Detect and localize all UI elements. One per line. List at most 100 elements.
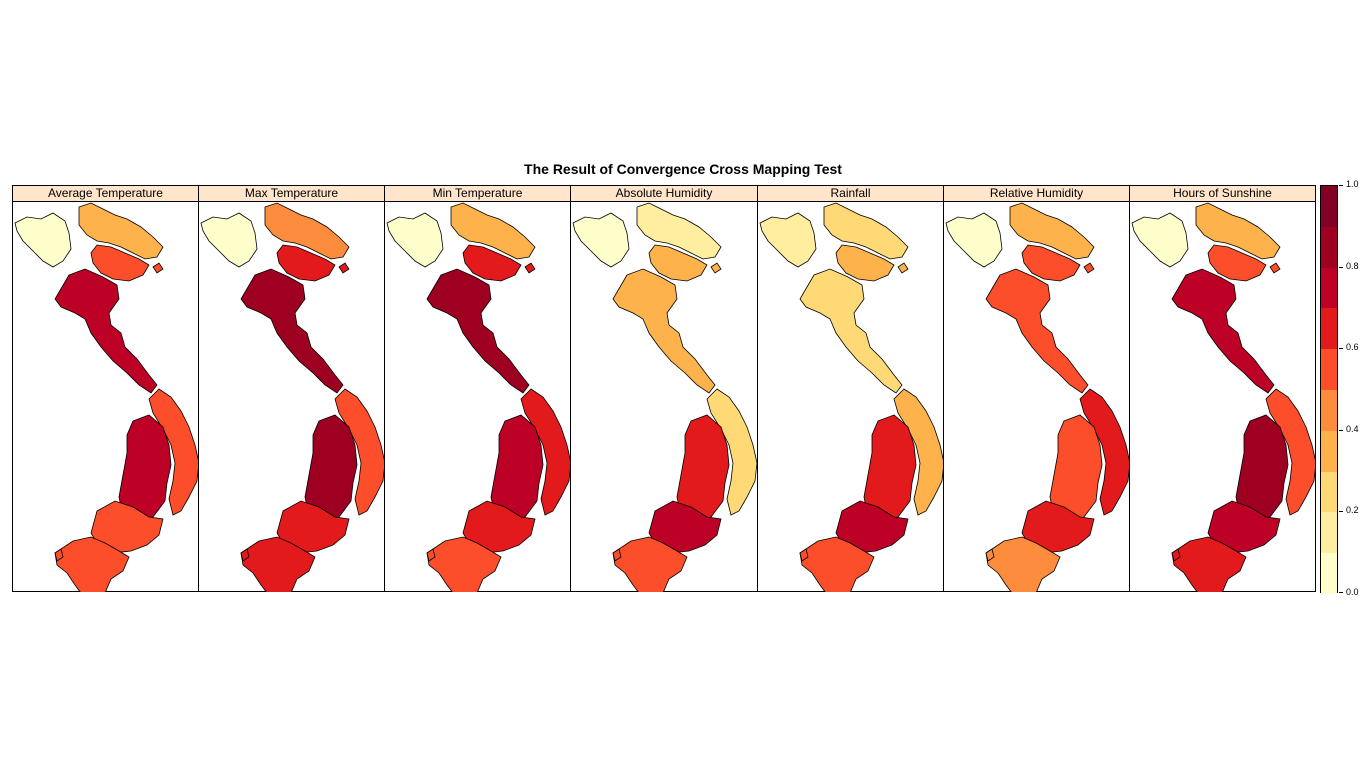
region-north-east [450, 202, 536, 260]
legend-color-step [1321, 553, 1337, 594]
legend-label: 0.6 [1346, 342, 1359, 352]
island-region [54, 548, 64, 562]
region-central-highlands [676, 414, 730, 524]
map-panel: Rainfall [757, 185, 944, 592]
legend-color-step [1321, 512, 1337, 553]
legend-label: 0.4 [1346, 424, 1359, 434]
panel-title: Average Temperature [13, 186, 198, 202]
region-north-west [14, 212, 72, 268]
region-north-central [426, 268, 530, 394]
region-red-river-delta [276, 244, 336, 282]
region-central-highlands [490, 414, 544, 524]
island-region [1171, 548, 1181, 562]
legend-tick [1339, 430, 1343, 431]
legend-color-step [1321, 472, 1337, 512]
region-mekong-delta [985, 536, 1061, 592]
legend-color-bar [1320, 185, 1338, 594]
vietnam-map [759, 202, 943, 592]
panel-title: Min Temperature [385, 186, 570, 202]
legend-color-step [1321, 186, 1337, 227]
region-mekong-delta [240, 536, 316, 592]
island-region [240, 548, 250, 562]
legend-tick [1339, 185, 1343, 186]
legend-color-step [1321, 308, 1337, 349]
island-region [524, 262, 536, 274]
legend-color-step [1321, 268, 1337, 308]
island-region [152, 262, 164, 274]
map-panels: Average Temperature Max Temperature Min Te… [12, 185, 1316, 593]
region-red-river-delta [1021, 244, 1081, 282]
region-mekong-delta [799, 536, 875, 592]
map-panel: Average Temperature [12, 185, 199, 592]
panel-title: Absolute Humidity [571, 186, 757, 202]
region-red-river-delta [462, 244, 522, 282]
region-north-east [1195, 202, 1281, 260]
panel-title: Relative Humidity [944, 186, 1129, 202]
region-north-east [823, 202, 909, 260]
island-region [612, 548, 622, 562]
panel-title: Hours of Sunshine [1130, 186, 1315, 202]
island-region [710, 262, 722, 274]
region-north-central [799, 268, 903, 394]
region-north-central [1171, 268, 1275, 394]
legend-label: 1.0 [1346, 179, 1359, 189]
region-north-central [985, 268, 1089, 394]
legend-tick [1339, 592, 1343, 593]
region-red-river-delta [648, 244, 708, 282]
island-region [799, 548, 809, 562]
vietnam-map [945, 202, 1129, 592]
legend-tick [1339, 511, 1343, 512]
region-central-highlands [118, 414, 172, 524]
legend-tick [1339, 267, 1343, 268]
region-central-highlands [1235, 414, 1289, 524]
island-region [985, 548, 995, 562]
region-north-west [572, 212, 630, 268]
vietnam-map [386, 202, 570, 592]
region-north-east [1009, 202, 1095, 260]
vietnam-map [572, 202, 757, 592]
legend-tick [1339, 348, 1343, 349]
map-panel: Relative Humidity [943, 185, 1130, 592]
map-panel: Max Temperature [198, 185, 385, 592]
region-north-central [240, 268, 344, 394]
region-central-highlands [863, 414, 917, 524]
region-north-east [78, 202, 164, 260]
region-mekong-delta [612, 536, 688, 592]
island-region [897, 262, 909, 274]
region-red-river-delta [835, 244, 895, 282]
island-region [1269, 262, 1281, 274]
region-mekong-delta [1171, 536, 1247, 592]
region-north-west [1131, 212, 1189, 268]
map-panel: Min Temperature [384, 185, 571, 592]
island-region [338, 262, 350, 274]
legend-label: 0.2 [1346, 505, 1359, 515]
island-region [426, 548, 436, 562]
panel-title: Rainfall [758, 186, 943, 202]
color-legend: 0.0 0.2 0.4 0.6 0.8 1.0 [1320, 179, 1359, 597]
island-region [1083, 262, 1095, 274]
region-red-river-delta [90, 244, 150, 282]
region-mekong-delta [426, 536, 502, 592]
map-panel: Absolute Humidity [570, 185, 758, 592]
region-north-east [264, 202, 350, 260]
legend-color-step [1321, 227, 1337, 268]
region-central-highlands [1049, 414, 1103, 524]
region-north-west [386, 212, 444, 268]
panel-title: Max Temperature [199, 186, 384, 202]
vietnam-map [14, 202, 198, 592]
vietnam-map [200, 202, 384, 592]
legend-color-step [1321, 431, 1337, 472]
region-north-central [54, 268, 158, 394]
region-north-west [759, 212, 817, 268]
region-north-west [200, 212, 258, 268]
legend-label: 0.8 [1346, 261, 1359, 271]
region-mekong-delta [54, 536, 130, 592]
region-north-east [636, 202, 722, 260]
vietnam-map [1131, 202, 1315, 592]
legend-label: 0.0 [1346, 587, 1359, 597]
map-panel: Hours of Sunshine [1129, 185, 1316, 592]
region-north-west [945, 212, 1003, 268]
region-north-central [612, 268, 716, 394]
chart-title: The Result of Convergence Cross Mapping … [524, 161, 842, 177]
legend-color-step [1321, 349, 1337, 390]
